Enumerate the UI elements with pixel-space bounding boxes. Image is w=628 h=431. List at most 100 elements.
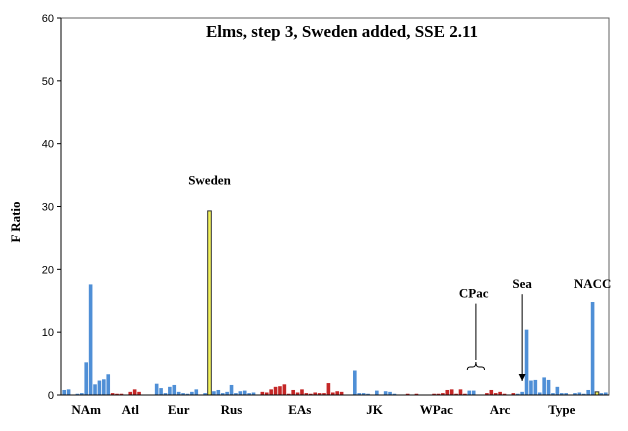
bar-0 <box>62 389 67 395</box>
bar-87 <box>445 389 450 395</box>
bar-92 <box>467 390 472 395</box>
bar-86 <box>441 393 445 395</box>
bar-50 <box>282 384 287 395</box>
bar-116 <box>573 393 577 395</box>
bar-38 <box>229 384 234 395</box>
bar-17 <box>137 391 141 395</box>
group-label-wpac: WPac <box>420 402 453 417</box>
bar-120 <box>590 302 595 395</box>
bar-13 <box>119 393 124 395</box>
bar-47 <box>269 389 273 395</box>
bar-54 <box>300 389 304 395</box>
bar-34 <box>212 391 216 395</box>
bar-123 <box>603 392 608 395</box>
bar-27 <box>181 393 185 395</box>
bar-68 <box>361 393 366 395</box>
bar-91 <box>463 393 467 395</box>
bar-78 <box>405 393 410 395</box>
bar-10 <box>106 374 111 395</box>
bar-33 <box>207 210 212 396</box>
group-label-atl: Atl <box>122 402 140 417</box>
bar-93 <box>471 390 476 395</box>
bar-11 <box>110 393 115 395</box>
bar-63 <box>339 391 344 395</box>
bar-114 <box>564 393 568 395</box>
bar-102 <box>511 393 516 395</box>
bar-21 <box>154 383 159 395</box>
annotations: Sweden CPac Sea NACC <box>188 173 612 381</box>
bar-43 <box>251 392 256 395</box>
bar-105 <box>524 329 529 395</box>
y-tick-label-30: 30 <box>42 202 54 214</box>
annotation-cpac: CPac <box>459 286 489 301</box>
bar-97 <box>489 389 494 395</box>
bar-8 <box>97 380 102 395</box>
bar-103 <box>515 393 520 395</box>
bar-42 <box>247 393 251 395</box>
bar-32 <box>203 393 207 395</box>
bar-49 <box>278 386 282 395</box>
bar-122 <box>599 393 604 395</box>
bar-113 <box>559 393 564 395</box>
bar-53 <box>295 392 300 395</box>
y-tick-label-10: 10 <box>42 327 54 339</box>
bar-110 <box>546 379 551 395</box>
group-label-eas: EAs <box>288 402 311 417</box>
group-label-arc: Arc <box>490 402 511 417</box>
bar-35 <box>216 389 221 395</box>
bar-48 <box>273 386 278 395</box>
y-tick-label-20: 20 <box>42 264 54 276</box>
bar-22 <box>159 388 163 395</box>
bar-series <box>62 210 608 396</box>
bar-74 <box>388 391 392 395</box>
bar-46 <box>264 392 269 395</box>
bar-57 <box>313 392 317 395</box>
axes: 0 10 20 30 40 50 60 <box>42 13 609 402</box>
bar-39 <box>234 393 238 395</box>
group-labels: NAm Atl Eur Rus EAs JK WPac Arc Type <box>71 402 575 417</box>
bar-107 <box>533 379 538 395</box>
bar-69 <box>366 393 370 395</box>
y-tick-label-40: 40 <box>42 139 54 151</box>
plot-frame <box>60 17 610 396</box>
bar-28 <box>185 393 190 395</box>
bar-51 <box>286 393 291 395</box>
annotation-sweden: Sweden <box>188 173 231 188</box>
bar-112 <box>555 386 560 395</box>
bar-7 <box>93 384 97 395</box>
y-tick-label-0: 0 <box>48 390 54 402</box>
bar-80 <box>414 393 419 395</box>
bar-108 <box>537 392 542 395</box>
bar-16 <box>132 389 137 395</box>
bar-89 <box>454 393 458 395</box>
bar-55 <box>304 393 309 395</box>
bar-1 <box>66 389 71 395</box>
annotation-nacc: NACC <box>574 276 612 291</box>
bar-36 <box>220 393 225 395</box>
cpac-brace <box>466 361 486 371</box>
bar-40 <box>238 391 243 395</box>
bar-9 <box>102 379 106 395</box>
bar-61 <box>330 392 335 395</box>
bar-118 <box>581 393 586 395</box>
bar-45 <box>260 391 265 395</box>
bar-111 <box>551 393 555 395</box>
sea-arrow-head <box>518 374 526 381</box>
bar-24 <box>168 386 172 395</box>
bar-96 <box>485 393 489 395</box>
bar-100 <box>502 393 507 395</box>
bar-6 <box>88 284 93 395</box>
bar-119 <box>586 389 590 395</box>
bar-25 <box>172 384 177 395</box>
y-axis-label: F Ratio <box>8 201 23 242</box>
group-label-nam: NAm <box>71 402 101 417</box>
bar-15 <box>128 391 133 395</box>
bar-23 <box>163 393 168 395</box>
bar-5 <box>84 362 89 395</box>
bar-29 <box>190 391 194 395</box>
bar-67 <box>357 393 362 395</box>
group-label-type: Type <box>548 402 575 417</box>
bar-71 <box>375 390 379 395</box>
annotation-sea: Sea <box>512 276 532 291</box>
